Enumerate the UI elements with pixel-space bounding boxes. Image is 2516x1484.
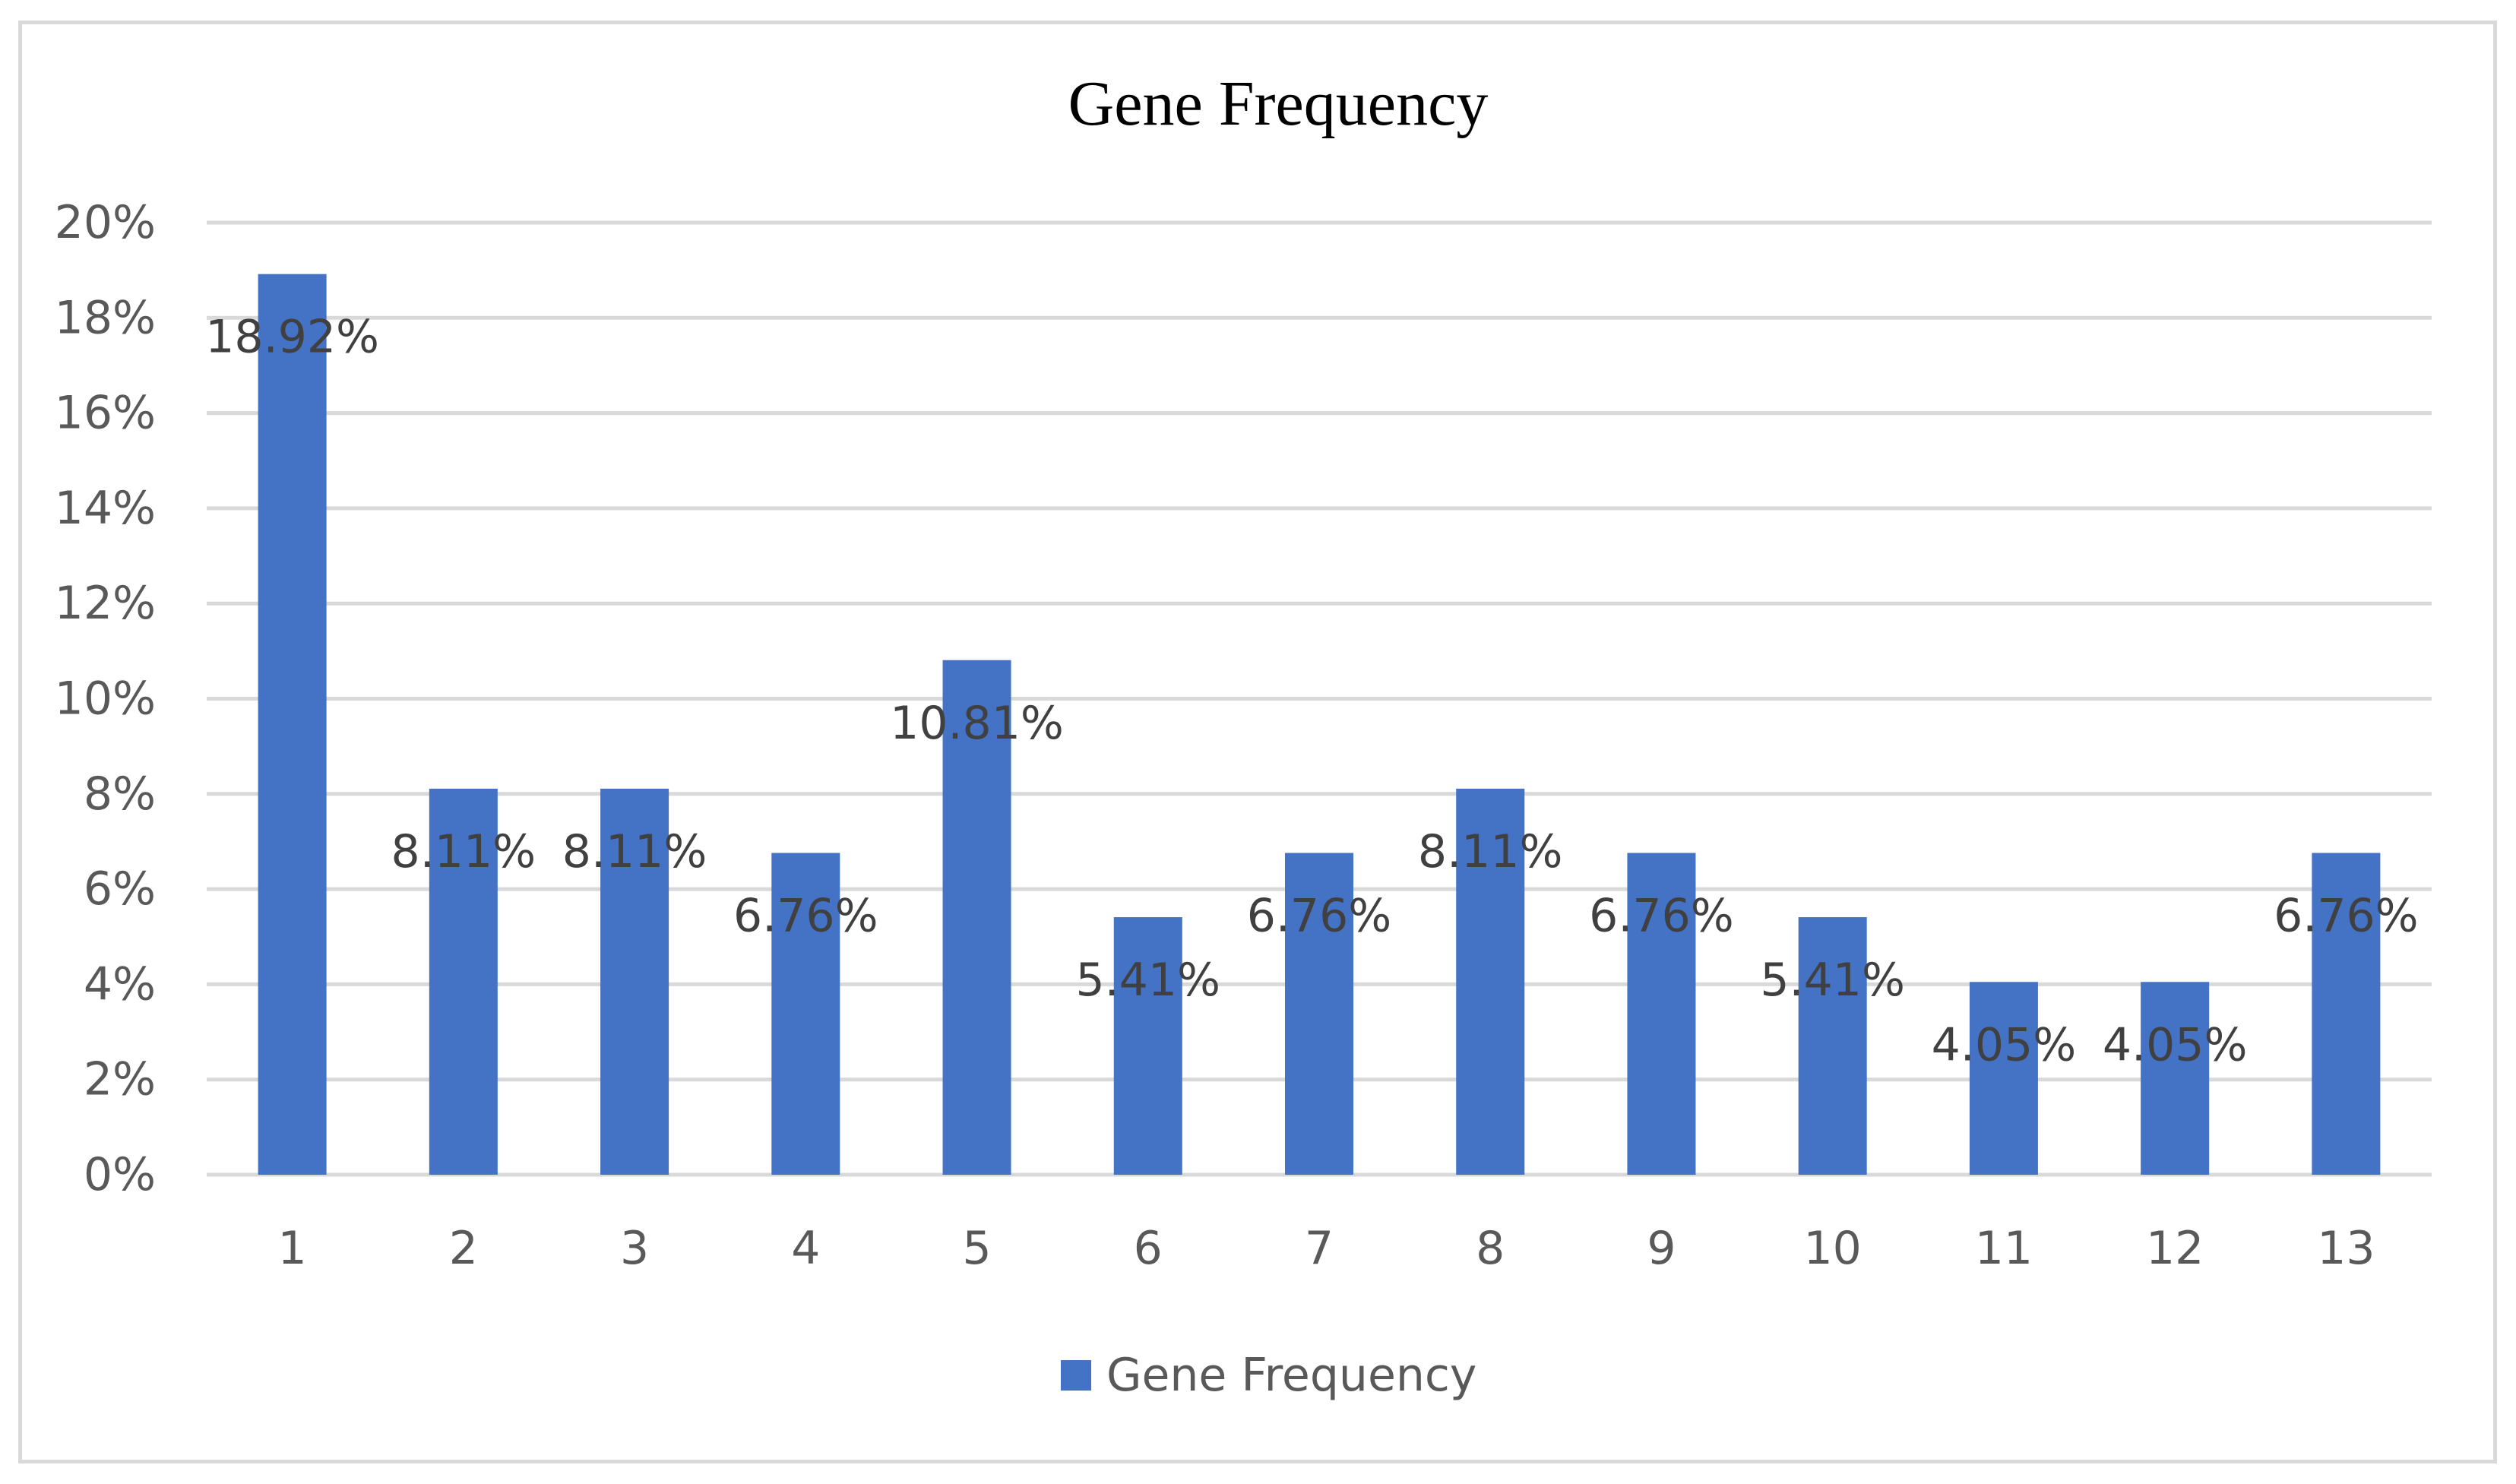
- bar-13: [2312, 853, 2381, 1175]
- bar-8: [1456, 788, 1525, 1175]
- y-tick-label-0: 0%: [84, 1148, 156, 1201]
- bar-10: [1798, 917, 1867, 1175]
- data-labels: 18.92% 8.11% 8.11% 6.76% 10.81% 5.41% 6.76% 8.1…: [205, 311, 2418, 1072]
- y-axis-ticks: 0% 2% 4% 6% 8% 10% 12% 14% 16% 18% 20%: [55, 196, 156, 1201]
- data-label-13: 6.76%: [2274, 889, 2419, 942]
- x-tick-label-13: 13: [2317, 1222, 2375, 1275]
- legend-swatch: [1061, 1360, 1091, 1391]
- data-label-9: 6.76%: [1589, 889, 1734, 942]
- data-label-12: 4.05%: [2103, 1018, 2248, 1071]
- bars: [258, 274, 2381, 1175]
- y-tick-label-1: 2%: [84, 1053, 156, 1106]
- bar-5: [942, 660, 1011, 1175]
- y-tick-label-6: 12%: [55, 577, 156, 630]
- bar-12: [2141, 982, 2210, 1175]
- data-label-10: 5.41%: [1760, 954, 1905, 1007]
- bar-9: [1627, 853, 1696, 1175]
- x-tick-label-8: 8: [1476, 1222, 1505, 1275]
- legend-label: Gene Frequency: [1106, 1349, 1476, 1402]
- chart-title: Gene Frequency: [1068, 68, 1489, 139]
- legend: Gene Frequency: [1061, 1349, 1476, 1402]
- chart-frame: [18, 21, 2497, 1463]
- y-tick-label-2: 4%: [84, 957, 156, 1011]
- y-tick-label-8: 16%: [55, 387, 156, 440]
- data-label-2: 8.11%: [391, 825, 536, 878]
- x-tick-label-4: 4: [791, 1222, 820, 1275]
- x-axis-ticks: 1 2 3 4 5 6 7 8 9 10 11 12 13: [278, 1222, 2375, 1275]
- gridlines: [207, 220, 2432, 1177]
- x-tick-label-2: 2: [449, 1222, 478, 1275]
- y-tick-label-10: 20%: [55, 196, 156, 249]
- bar-1: [258, 274, 327, 1175]
- y-tick-label-3: 6%: [84, 862, 156, 916]
- data-label-5: 10.81%: [890, 697, 1064, 750]
- x-tick-label-10: 10: [1804, 1222, 1862, 1275]
- bar-3: [600, 788, 669, 1175]
- bar-7: [1285, 853, 1353, 1175]
- data-label-11: 4.05%: [1932, 1018, 2077, 1071]
- data-label-1: 18.92%: [205, 311, 379, 364]
- data-label-7: 6.76%: [1247, 889, 1392, 942]
- x-tick-label-9: 9: [1647, 1222, 1676, 1275]
- x-tick-label-11: 11: [1975, 1222, 2033, 1275]
- y-tick-label-9: 18%: [55, 291, 156, 344]
- bar-11: [1969, 982, 2038, 1175]
- x-tick-label-7: 7: [1305, 1222, 1334, 1275]
- data-label-6: 5.41%: [1075, 954, 1220, 1007]
- x-tick-label-6: 6: [1134, 1222, 1163, 1275]
- data-label-4: 6.76%: [733, 889, 878, 942]
- bar-6: [1113, 917, 1182, 1175]
- data-label-3: 8.11%: [562, 825, 707, 878]
- x-tick-label-12: 12: [2146, 1222, 2204, 1275]
- x-tick-label-5: 5: [962, 1222, 991, 1275]
- x-tick-label-3: 3: [620, 1222, 649, 1275]
- bar-2: [429, 788, 498, 1175]
- y-tick-label-5: 10%: [55, 672, 156, 726]
- bar-4: [771, 853, 840, 1175]
- x-tick-label-1: 1: [278, 1222, 307, 1275]
- y-tick-label-7: 14%: [55, 482, 156, 535]
- data-label-8: 8.11%: [1418, 825, 1563, 878]
- y-tick-label-4: 8%: [84, 767, 156, 821]
